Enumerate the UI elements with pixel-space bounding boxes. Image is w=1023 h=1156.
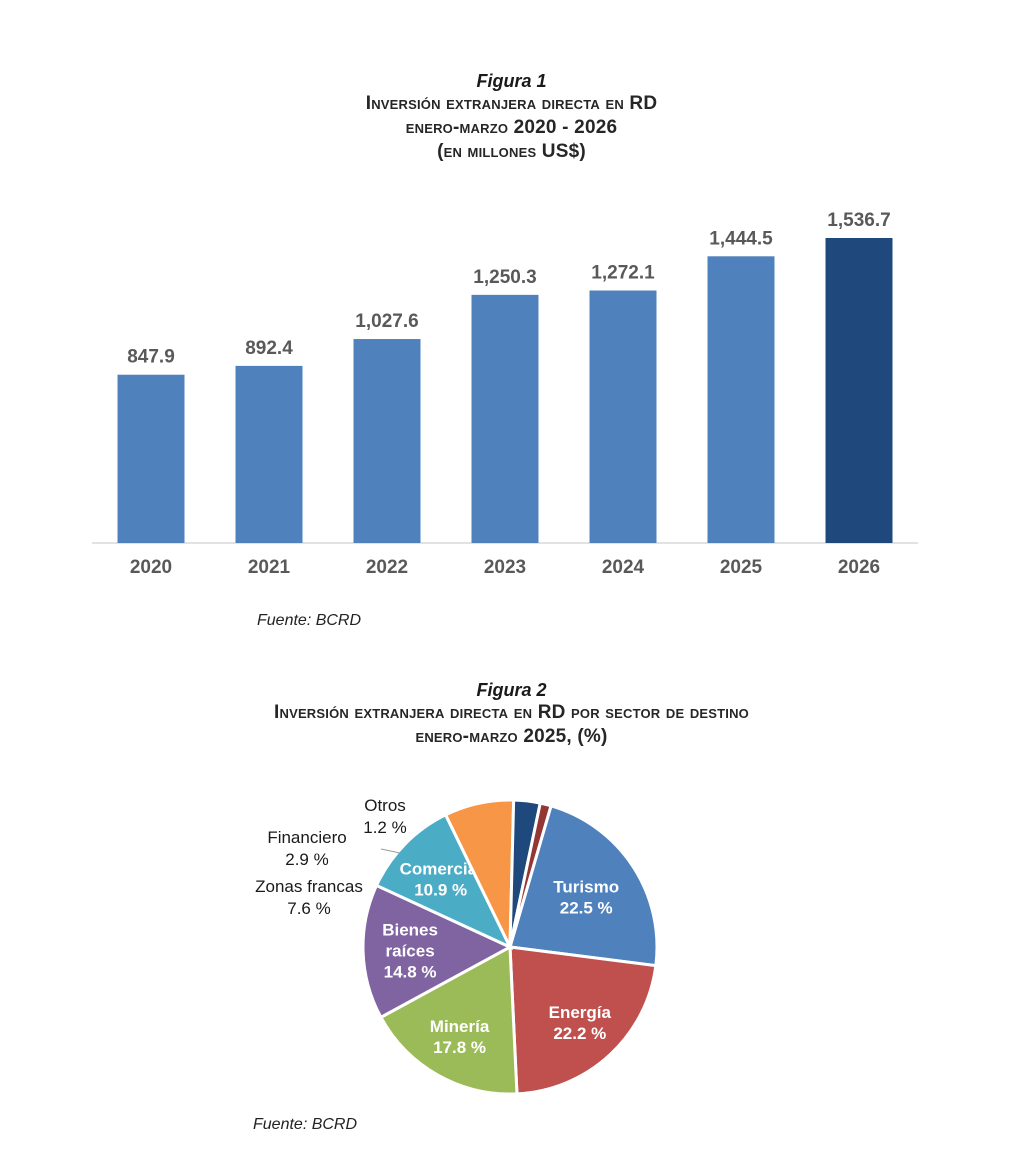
bar-value-label: 1,250.3	[473, 267, 536, 288]
figure1-title-line-2: enero-marzo 2020 - 2026	[405, 117, 618, 138]
x-tick-label: 2022	[366, 557, 408, 578]
figure1-title: Figura 1 Inversión extranjera directa en…	[0, 71, 1023, 164]
pie-value-label: 14.8 %	[384, 962, 437, 981]
figure2-title: Figura 2 Inversión extranjera directa en…	[0, 680, 1023, 749]
figure1-label: Figura 1	[476, 71, 547, 91]
figure2-source: Fuente: BCRD	[253, 1116, 358, 1133]
pie-slice-3	[361, 883, 514, 1020]
pie-slice-7	[508, 801, 553, 948]
figure2-title-line-1: Inversión extranjera directa en RD por s…	[274, 702, 749, 723]
pie-chart: Turismo 22.5 % Energía 22.2 % Minería 17.8 % B…	[255, 796, 659, 1096]
pie-category-label: Financiero	[267, 828, 346, 847]
figure1-title-line-1: Inversión extranjera directa en RD	[365, 93, 658, 114]
figure2-label: Figura 2	[476, 680, 547, 700]
pie-slice-4	[374, 812, 514, 951]
bar-value-label: 1,272.1	[591, 263, 655, 284]
pie-category-label: Otros	[364, 796, 406, 815]
pie-category-label: Turismo	[553, 878, 619, 897]
pie-category-label: Energía	[549, 1003, 612, 1022]
pie-category-label: Minería	[430, 1017, 490, 1036]
x-tick-label: 2026	[838, 557, 880, 578]
bar-2022	[353, 339, 421, 543]
bar-value-label: 847.9	[127, 347, 175, 368]
pie-slice-2	[378, 944, 519, 1096]
bar-2021	[235, 365, 303, 543]
x-tick-label: 2025	[720, 557, 763, 578]
pie-category-label: Zonas francas	[255, 877, 363, 896]
figure1-title-line-3: (en millones US$)	[437, 141, 586, 162]
pie-value-label: 1.2 %	[363, 818, 406, 837]
bar-2023	[471, 294, 539, 543]
bar-value-label: 892.4	[245, 338, 293, 359]
pie-slice-0	[508, 803, 659, 968]
bar-2020	[117, 374, 185, 543]
pie-value-label: 7.6 %	[287, 899, 330, 918]
bar-chart: 847.9 2020 892.4 2021 1,027.6 2022 1,250.3 2023…	[92, 210, 918, 578]
figure1-source: Fuente: BCRD	[257, 612, 362, 629]
bar-value-label: 1,536.7	[827, 210, 890, 231]
x-tick-label: 2020	[130, 557, 172, 578]
bar-2026	[825, 238, 893, 543]
pie-value-label: 2.9 %	[285, 850, 328, 869]
pie-category-label: Comercial	[400, 860, 482, 879]
x-tick-label: 2023	[484, 557, 526, 578]
x-tick-label: 2021	[248, 557, 291, 578]
x-tick-label: 2024	[602, 557, 645, 578]
leader-line	[380, 848, 401, 854]
pie-value-label: 22.2 %	[553, 1024, 606, 1043]
bar-2024	[589, 290, 657, 543]
pie-value-label: 17.8 %	[433, 1038, 486, 1057]
pie-value-label: 22.5 %	[560, 899, 613, 918]
pie-value-label: 10.9 %	[414, 881, 467, 900]
figure2-title-line-2: enero-marzo 2025, (%)	[415, 726, 608, 747]
bar-value-label: 1,444.5	[709, 228, 773, 249]
pie-slice-1	[508, 945, 658, 1096]
bar-2025	[707, 256, 775, 543]
bar-value-label: 1,027.6	[355, 311, 418, 332]
pie-category-label: raíces	[386, 941, 435, 960]
pie-category-label: Bienes	[382, 920, 438, 939]
